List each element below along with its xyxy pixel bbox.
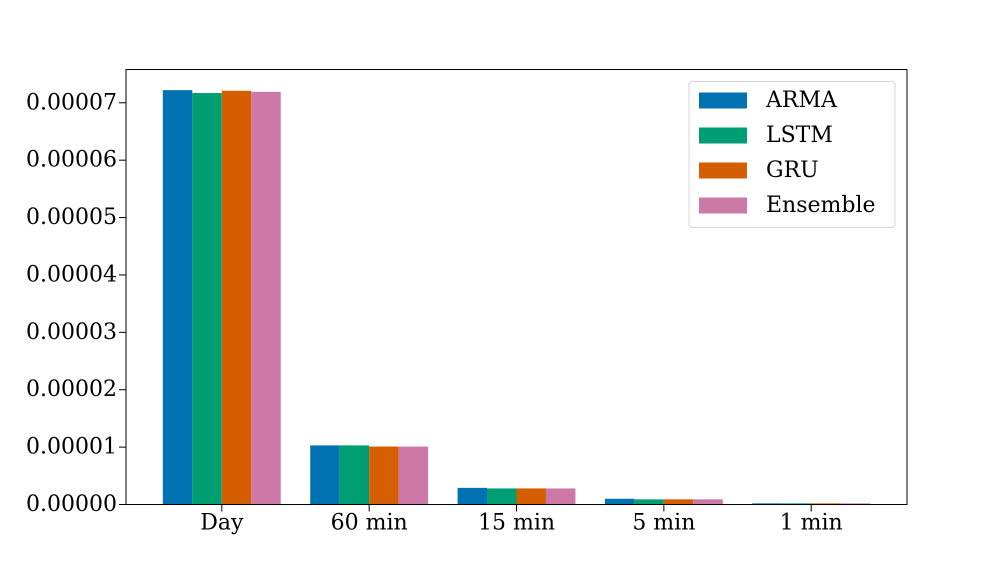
legend-label-gru: GRU [766, 158, 819, 183]
legend: ARMA LSTM GRU Ensemble [688, 81, 896, 228]
bar-lstm-5-min [634, 499, 664, 505]
bar-gru-15-min [516, 488, 546, 505]
bar-gru-1-min [811, 503, 841, 505]
y-tick-label: 0.00002 [26, 377, 117, 402]
legend-frame [688, 81, 896, 228]
bar-arma-60-min [310, 445, 340, 505]
bars-layer [162, 90, 871, 505]
y-axis: 0.00000 0.00001 0.00002 0.00003 0.00004 0.000… [26, 90, 126, 517]
bar-arma-1-min [752, 503, 782, 505]
bar-arma-day [162, 90, 193, 505]
y-tick-label: 0.00003 [26, 320, 117, 345]
bar-arma-15-min [457, 487, 488, 505]
x-axis: Day 60 min 15 min 5 min 1 min [200, 504, 843, 536]
y-tick-label: 0.00001 [26, 435, 117, 460]
legend-label-arma: ARMA [765, 88, 838, 113]
legend-swatch-arma [699, 92, 747, 109]
x-tick-label: 5 min [632, 511, 695, 536]
bar-lstm-1-min [781, 503, 812, 505]
bar-ensemble-15-min [545, 488, 576, 505]
x-tick-label: Day [200, 511, 244, 536]
x-tick-label: 60 min [331, 511, 408, 536]
legend-label-lstm: LSTM [766, 123, 833, 148]
bar-arma-5-min [604, 498, 635, 505]
legend-swatch-gru [699, 162, 747, 179]
y-tick-label: 0.00000 [26, 492, 117, 517]
legend-label-ensemble: Ensemble [766, 193, 876, 218]
bar-ensemble-1-min [840, 503, 871, 505]
bar-lstm-15-min [487, 488, 517, 505]
legend-swatch-lstm [699, 127, 747, 144]
bar-lstm-60-min [339, 445, 370, 505]
bar-lstm-day [192, 93, 222, 505]
bar-gru-day [221, 90, 252, 505]
bar-gru-60-min [369, 446, 399, 505]
bar-gru-5-min [663, 499, 694, 505]
y-tick-label: 0.00007 [26, 90, 117, 115]
bar-ensemble-5-min [693, 499, 723, 505]
y-tick-label: 0.00004 [26, 262, 117, 287]
y-tick-label: 0.00005 [26, 205, 117, 230]
bar-ensemble-day [251, 91, 281, 505]
bar-ensemble-60-min [398, 446, 429, 505]
legend-swatch-ensemble [699, 197, 747, 214]
x-tick-label: 1 min [780, 511, 843, 536]
y-tick-label: 0.00006 [26, 148, 117, 173]
x-tick-label: 15 min [478, 511, 555, 536]
